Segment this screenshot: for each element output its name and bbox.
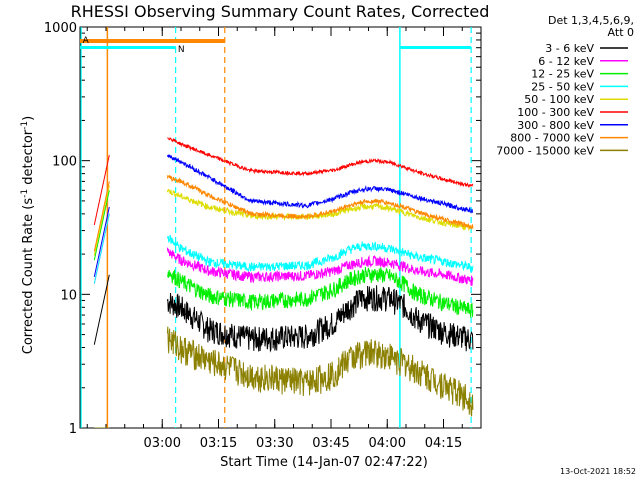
x-tick-label: 03:45	[312, 436, 349, 451]
series-line	[93, 213, 474, 284]
x-tick-label: 04:00	[369, 436, 406, 451]
y-tick-label: 10	[60, 288, 77, 303]
series-line	[94, 326, 474, 428]
attenuator-bar	[80, 39, 225, 43]
series-line	[93, 174, 474, 252]
series-line	[93, 154, 474, 278]
series-line	[93, 274, 474, 353]
legend-entry-label: 6 - 12 keV	[538, 55, 594, 68]
legend-header-attenuator: Att 0	[608, 26, 634, 39]
night-bar	[399, 46, 472, 49]
y-tick-label: 1	[69, 422, 77, 437]
y-axis: 1 10 100 1000	[44, 21, 481, 437]
night-bar	[80, 46, 176, 49]
x-tick-label: 03:30	[256, 436, 293, 451]
plot-frame	[79, 26, 482, 429]
series-line	[93, 136, 474, 226]
plot-area: AN	[80, 27, 474, 428]
y-tick-label: 100	[52, 155, 77, 170]
series-group	[93, 274, 474, 353]
legend-entry-label: 25 - 50 keV	[531, 80, 594, 93]
legend-entry-label: 50 - 100 keV	[524, 93, 594, 106]
legend-entry-label: 100 - 300 keV	[517, 106, 594, 119]
night-bar-label: N	[178, 45, 185, 55]
x-axis-title: Start Time (14-Jan-07 02:47:22)	[220, 455, 428, 470]
series-group	[93, 213, 474, 286]
x-axis: 03:00 03:15 03:30 03:45 04:00 04:15	[86, 27, 482, 451]
attenuator-bar-label: A	[83, 36, 90, 46]
timestamp-label: 13-Oct-2021 18:52	[560, 467, 636, 476]
legend-entry-label: 7000 - 15000 keV	[496, 144, 594, 157]
series-group	[93, 213, 474, 284]
chart-title: RHESSI Observing Summary Count Rates, Co…	[71, 2, 490, 21]
legend-entry-label: 300 - 800 keV	[517, 119, 594, 132]
x-tick-label: 04:15	[425, 436, 462, 451]
series-group	[94, 326, 474, 428]
legend-header-detectors: Det 1,3,4,5,6,9,	[548, 14, 634, 27]
series-group	[93, 154, 474, 278]
x-tick-label: 03:15	[200, 436, 237, 451]
series-line	[93, 190, 474, 318]
series-group	[93, 136, 474, 226]
series-group	[93, 190, 474, 318]
y-tick-label: 1000	[44, 21, 77, 36]
legend-entry-label: 3 - 6 keV	[545, 42, 594, 55]
x-tick-label: 03:00	[144, 436, 181, 451]
legend-entry-label: 800 - 7000 keV	[510, 132, 594, 145]
legend-entry-label: 12 - 25 keV	[531, 68, 594, 81]
series-line	[93, 213, 474, 286]
series-group	[93, 174, 474, 252]
y-axis-title: Corrected Count Rate (s-1 detector-1)	[20, 116, 36, 354]
